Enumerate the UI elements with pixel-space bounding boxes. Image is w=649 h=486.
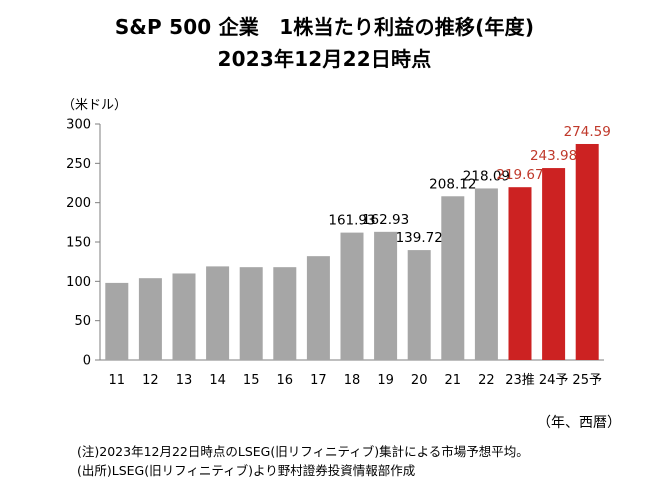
y-tick-label: 300 (66, 118, 91, 133)
x-tick-label: 12 (142, 373, 159, 388)
x-tick-label: 25予 (572, 373, 602, 388)
y-tick-label: 0 (83, 354, 91, 369)
bar (374, 231, 398, 360)
bar (206, 266, 230, 360)
bar (172, 273, 196, 360)
chart-title: S&P 500 企業 1株当たり利益の推移(年度) (114, 15, 535, 39)
footnote-note: (注)2023年12月22日時点のLSEG(旧リフィニティブ)集計による市場予想… (77, 444, 529, 459)
y-tick-label: 250 (66, 157, 91, 172)
bar (340, 232, 364, 360)
data-label: 208.12 (429, 176, 476, 192)
x-tick-label: 20 (411, 373, 428, 388)
x-tick-label: 21 (445, 373, 462, 388)
data-label: 243.98 (530, 148, 577, 164)
data-label: 161.93 (328, 213, 375, 229)
x-tick-label: 24予 (539, 373, 569, 388)
bar (575, 143, 599, 360)
bar (306, 256, 330, 360)
footnote-source: (出所)LSEG(旧リフィニティブ)より野村證券投資情報部作成 (77, 463, 416, 478)
data-label: 139.72 (396, 230, 443, 246)
x-tick-label: 22 (478, 373, 495, 388)
x-tick-label: 11 (109, 373, 126, 388)
y-axis-unit-label: （米ドル） (62, 98, 128, 113)
chart-subtitle: 2023年12月22日時点 (217, 47, 432, 71)
bar (407, 250, 431, 360)
x-tick-label: 18 (344, 373, 361, 388)
bar (239, 267, 263, 360)
bar (273, 267, 297, 360)
x-tick-label: 15 (243, 373, 260, 388)
bar (441, 196, 465, 360)
x-tick-label: 13 (176, 373, 193, 388)
y-tick-label: 50 (74, 314, 91, 329)
x-tick-label: 23推 (505, 373, 535, 388)
x-tick-label: 14 (209, 373, 226, 388)
x-tick-label: 17 (310, 373, 327, 388)
data-label: 274.59 (564, 124, 611, 140)
x-axis-unit-label: （年、西暦） (537, 415, 621, 431)
y-tick-label: 100 (66, 275, 91, 290)
data-label: 162.93 (362, 212, 409, 228)
bar (474, 188, 498, 360)
data-label: 219.67 (496, 167, 543, 183)
y-tick-label: 200 (66, 196, 91, 211)
bar (105, 282, 129, 360)
y-tick-label: 150 (66, 236, 91, 251)
bar (542, 168, 566, 360)
x-tick-label: 16 (277, 373, 294, 388)
bar (508, 187, 532, 360)
data-label: 218.09 (463, 168, 510, 184)
x-tick-label: 19 (377, 373, 394, 388)
bar (138, 278, 162, 360)
